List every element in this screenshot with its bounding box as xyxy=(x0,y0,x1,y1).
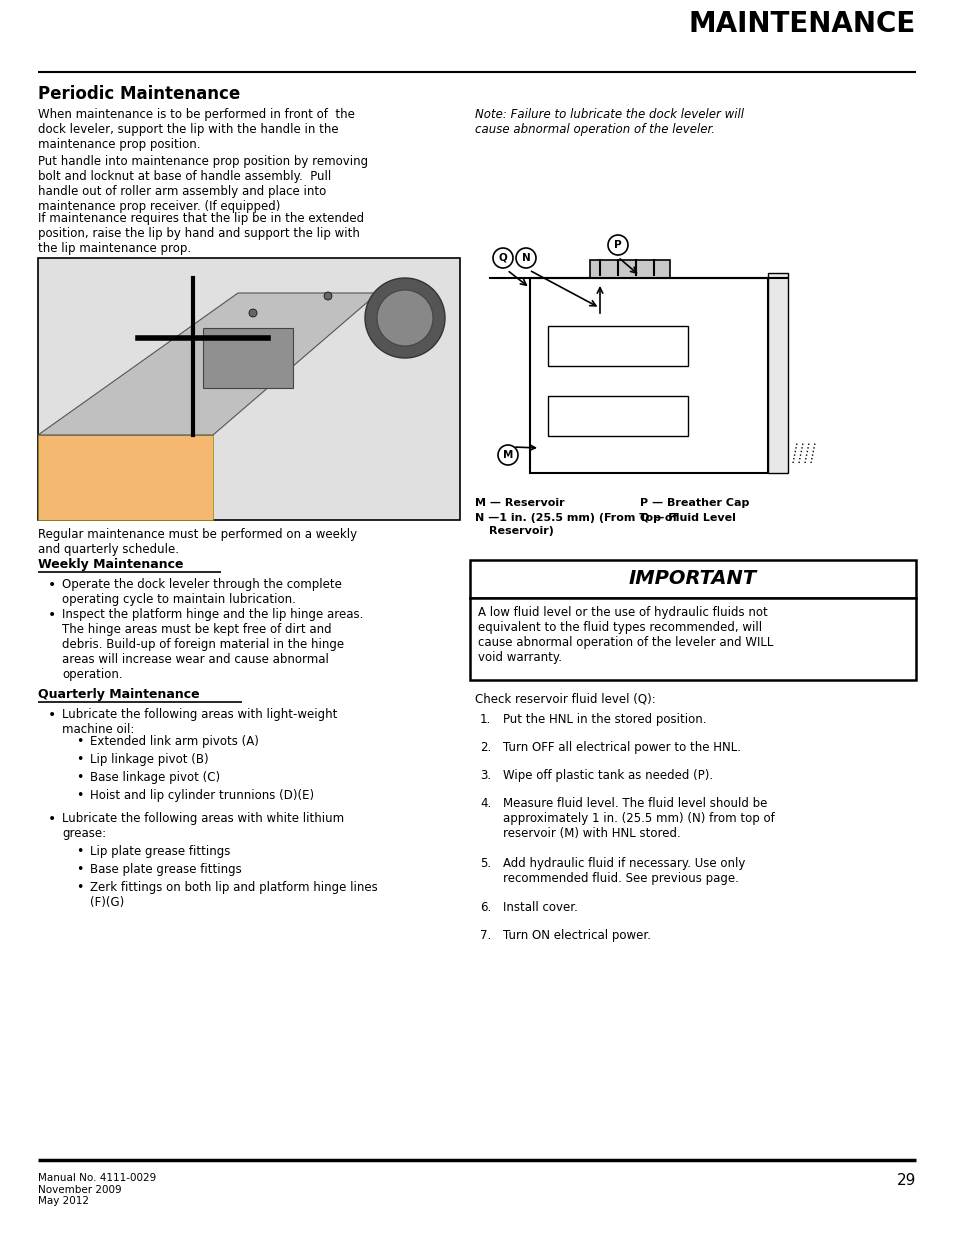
Text: Zerk fittings on both lip and platform hinge lines
(F)(G): Zerk fittings on both lip and platform h… xyxy=(90,881,377,909)
Circle shape xyxy=(497,445,517,466)
Text: Turn ON electrical power.: Turn ON electrical power. xyxy=(502,929,650,942)
Text: 7.: 7. xyxy=(479,929,491,942)
Text: Add hydraulic fluid if necessary. Use only
recommended fluid. See previous page.: Add hydraulic fluid if necessary. Use on… xyxy=(502,857,744,885)
Text: M — Reservoir: M — Reservoir xyxy=(475,498,564,508)
Text: 5.: 5. xyxy=(479,857,491,869)
Text: 2.: 2. xyxy=(479,741,491,755)
Text: Wipe off plastic tank as needed (P).: Wipe off plastic tank as needed (P). xyxy=(502,769,713,782)
Text: Put the HNL in the stored position.: Put the HNL in the stored position. xyxy=(502,713,706,726)
Text: Periodic Maintenance: Periodic Maintenance xyxy=(38,85,240,103)
Text: Install cover.: Install cover. xyxy=(502,902,578,914)
Text: 6.: 6. xyxy=(479,902,491,914)
Bar xyxy=(530,278,767,473)
Text: Measure fluid level. The fluid level should be
approximately 1 in. (25.5 mm) (N): Measure fluid level. The fluid level sho… xyxy=(502,797,774,840)
Bar xyxy=(547,396,687,436)
Text: Lip linkage pivot (B): Lip linkage pivot (B) xyxy=(90,753,209,766)
Text: Turn OFF all electrical power to the HNL.: Turn OFF all electrical power to the HNL… xyxy=(502,741,740,755)
Bar xyxy=(470,598,915,680)
Text: P — Breather Cap: P — Breather Cap xyxy=(639,498,749,508)
Circle shape xyxy=(607,235,627,254)
Circle shape xyxy=(324,291,332,300)
Text: Hoist and lip cylinder trunnions (D)(E): Hoist and lip cylinder trunnions (D)(E) xyxy=(90,789,314,802)
Circle shape xyxy=(493,248,513,268)
Text: •: • xyxy=(48,608,56,622)
Text: If maintenance requires that the lip be in the extended
position, raise the lip : If maintenance requires that the lip be … xyxy=(38,212,364,254)
Text: Manual No. 4111-0029
November 2009
May 2012: Manual No. 4111-0029 November 2009 May 2… xyxy=(38,1173,156,1207)
Bar xyxy=(589,261,669,278)
Text: Base plate grease fittings: Base plate grease fittings xyxy=(90,863,241,876)
Text: Regular maintenance must be performed on a weekly
and quarterly schedule.: Regular maintenance must be performed on… xyxy=(38,529,356,556)
Text: Reservoir): Reservoir) xyxy=(489,526,554,536)
Text: When maintenance is to be performed in front of  the
dock leveler, support the l: When maintenance is to be performed in f… xyxy=(38,107,355,151)
Text: 29: 29 xyxy=(896,1173,915,1188)
Text: •: • xyxy=(76,735,83,748)
Text: A low fluid level or the use of hydraulic fluids not
equivalent to the fluid typ: A low fluid level or the use of hydrauli… xyxy=(477,606,773,664)
Text: •: • xyxy=(76,881,83,894)
Text: •: • xyxy=(76,845,83,858)
Text: Lubricate the following areas with light-weight
machine oil:: Lubricate the following areas with light… xyxy=(62,708,337,736)
Text: Weekly Maintenance: Weekly Maintenance xyxy=(38,558,183,571)
Text: •: • xyxy=(48,578,56,592)
Text: •: • xyxy=(48,811,56,826)
Bar xyxy=(38,258,459,520)
Text: MAINTENANCE: MAINTENANCE xyxy=(688,10,915,38)
Bar xyxy=(470,559,915,598)
Text: Q: Q xyxy=(498,253,507,263)
Text: Lubricate the following areas with white lithium
grease:: Lubricate the following areas with white… xyxy=(62,811,344,840)
Bar xyxy=(767,273,787,473)
Text: Base linkage pivot (C): Base linkage pivot (C) xyxy=(90,771,220,784)
Polygon shape xyxy=(38,293,377,435)
Text: Check reservoir fluid level (Q):: Check reservoir fluid level (Q): xyxy=(475,692,655,705)
Text: 4.: 4. xyxy=(479,797,491,810)
Circle shape xyxy=(365,278,444,358)
Text: P: P xyxy=(614,240,621,249)
Bar xyxy=(547,326,687,366)
Circle shape xyxy=(516,248,536,268)
Text: •: • xyxy=(76,863,83,876)
Text: N —1 in. (25.5 mm) (From Top of: N —1 in. (25.5 mm) (From Top of xyxy=(475,513,677,522)
Polygon shape xyxy=(38,435,213,520)
Text: Inspect the platform hinge and the lip hinge areas.
The hinge areas must be kept: Inspect the platform hinge and the lip h… xyxy=(62,608,363,680)
Text: •: • xyxy=(76,771,83,784)
Circle shape xyxy=(376,290,433,346)
Text: Put handle into maintenance prop position by removing
bolt and locknut at base o: Put handle into maintenance prop positio… xyxy=(38,156,368,212)
Text: •: • xyxy=(76,753,83,766)
Text: 3.: 3. xyxy=(479,769,491,782)
Bar xyxy=(203,329,293,388)
Text: Quarterly Maintenance: Quarterly Maintenance xyxy=(38,688,199,701)
Text: •: • xyxy=(76,789,83,802)
Text: Extended link arm pivots (A): Extended link arm pivots (A) xyxy=(90,735,258,748)
Circle shape xyxy=(249,309,256,317)
Text: Operate the dock leveler through the complete
operating cycle to maintain lubric: Operate the dock leveler through the com… xyxy=(62,578,341,606)
Text: •: • xyxy=(48,708,56,722)
Text: M: M xyxy=(502,450,513,459)
Text: N: N xyxy=(521,253,530,263)
Text: Q — Fluid Level: Q — Fluid Level xyxy=(639,513,735,522)
Text: Lip plate grease fittings: Lip plate grease fittings xyxy=(90,845,230,858)
Text: IMPORTANT: IMPORTANT xyxy=(628,569,757,589)
Text: Note: Failure to lubricate the dock leveler will
cause abnormal operation of the: Note: Failure to lubricate the dock leve… xyxy=(475,107,743,136)
Text: 1.: 1. xyxy=(479,713,491,726)
